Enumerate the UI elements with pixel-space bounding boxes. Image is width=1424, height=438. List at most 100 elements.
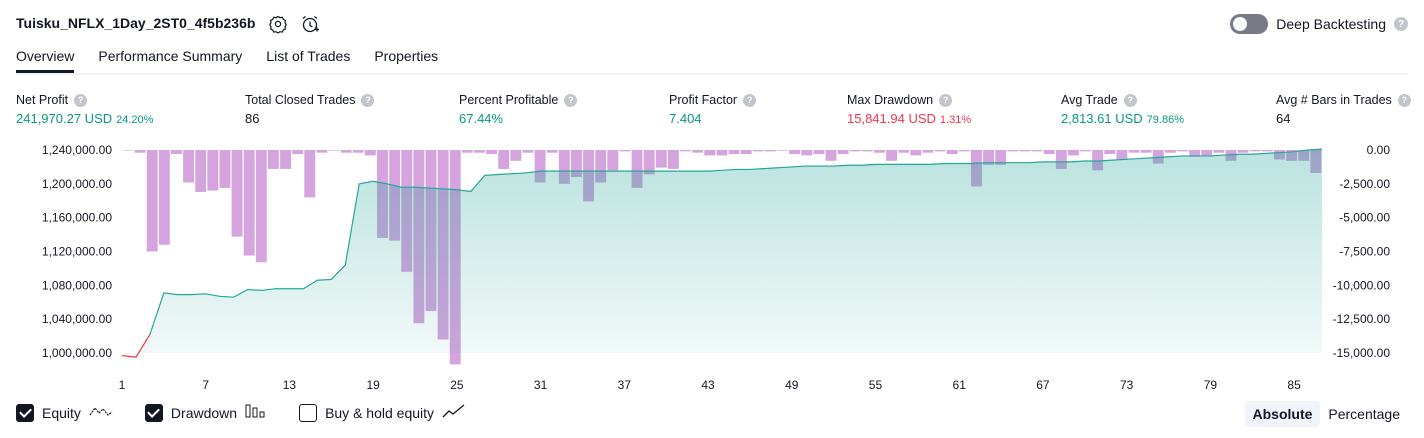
metric-value: 7.404 [669, 111, 702, 126]
question-circle-icon[interactable]: ? [361, 93, 375, 107]
legend-equity[interactable]: Equity [16, 403, 113, 422]
tab-properties[interactable]: Properties [374, 48, 439, 64]
drawdown-bar [195, 150, 207, 192]
metric-label: Total Closed Trades [245, 93, 356, 107]
x-tick-label: 67 [1036, 378, 1050, 392]
question-circle-icon[interactable]: ? [74, 93, 88, 107]
x-tick-label: 7 [202, 378, 209, 392]
y-right-tick-label: -7,500.00 [1339, 245, 1390, 259]
drawdown-bar [728, 150, 740, 155]
y-left-tick-label: 1,160,000.00 [42, 211, 112, 225]
deep-backtesting-toggle[interactable] [1230, 14, 1269, 34]
drawdown-bar [231, 150, 243, 237]
drawdown-bar [352, 150, 364, 153]
drawdown-bar [183, 150, 195, 183]
drawdown-bar [910, 150, 922, 156]
display-mode-switch: Absolute Percentage [1244, 401, 1409, 427]
y-left-tick-label: 1,200,000.00 [42, 177, 112, 191]
buy-hold-line-icon [442, 403, 466, 422]
left-axis: 1,240,000.00 1,200,000.00 1,160,000.00 1,12… [42, 143, 112, 360]
drawdown-bar [1055, 150, 1067, 169]
legend-label: Equity [42, 404, 81, 421]
x-tick-label: 55 [869, 378, 883, 392]
y-right-tick-label: -5,000.00 [1339, 211, 1390, 225]
drawdown-bar [1140, 150, 1152, 153]
alarm-clock-icon[interactable] [300, 14, 320, 34]
gear-icon[interactable] [268, 14, 288, 34]
drawdown-bar [207, 150, 219, 191]
metric-avg-bars-in-trades: Avg # Bars in Trades? 64 [1276, 93, 1411, 126]
drawdown-bar [1031, 150, 1043, 152]
drawdown-bar [474, 150, 485, 153]
x-tick-label: 85 [1287, 378, 1301, 392]
drawdown-bar [619, 150, 631, 152]
drawdown-bar [158, 150, 170, 245]
drawdown-bar [364, 150, 376, 156]
metric-value: 86 [245, 111, 260, 126]
drawdown-bar [558, 150, 570, 184]
metric-percent: 1.31% [939, 114, 972, 126]
legend-drawdown[interactable]: Drawdown [144, 403, 267, 422]
drawdown-bars-icon [245, 403, 267, 422]
drawdown-bar [801, 150, 813, 156]
mode-percentage-button[interactable]: Percentage [1328, 406, 1400, 422]
buy-hold-checkbox[interactable] [299, 403, 318, 422]
metric-percent: 79.86% [1146, 114, 1184, 126]
metric-label: Net Profit [16, 93, 69, 107]
drawdown-bar [764, 150, 776, 152]
x-tick-label: 43 [701, 378, 715, 392]
mode-absolute-button[interactable]: Absolute [1244, 401, 1321, 427]
tab-overview[interactable]: Overview [16, 48, 75, 73]
drawdown-bar [280, 150, 291, 169]
metric-label: Max Drawdown [847, 93, 934, 107]
drawdown-bar [1043, 150, 1055, 155]
equity-checkbox[interactable] [16, 403, 34, 422]
tab-list-of-trades[interactable]: List of Trades [266, 48, 351, 64]
drawdown-bar [1067, 150, 1079, 156]
tab-performance-summary[interactable]: Performance Summary [98, 48, 243, 64]
question-circle-icon[interactable]: ? [1123, 93, 1137, 107]
drawdown-bar [304, 150, 316, 198]
drawdown-bar [1116, 150, 1128, 160]
question-circle-icon[interactable]: ? [1394, 17, 1408, 31]
legend-label: Drawdown [170, 404, 238, 421]
deep-backtesting-label: Deep Backtesting [1276, 16, 1386, 32]
question-circle-icon[interactable]: ? [564, 93, 578, 107]
drawdown-bar [716, 150, 728, 156]
drawdown-bar [461, 150, 473, 153]
x-tick-label: 13 [283, 378, 297, 392]
x-tick-label: 25 [450, 378, 464, 392]
question-circle-icon[interactable]: ? [939, 93, 953, 107]
drawdown-bar [607, 150, 619, 171]
drawdown-bar [1007, 150, 1019, 152]
drawdown-bar [1019, 150, 1031, 152]
legend-buy-hold[interactable]: Buy & hold equity [299, 403, 466, 422]
drawdown-bar [849, 150, 861, 152]
drawdown-checkbox[interactable] [144, 403, 163, 422]
question-circle-icon[interactable]: ? [1397, 93, 1411, 107]
drawdown-bar [328, 150, 340, 151]
x-tick-label: 1 [119, 378, 126, 392]
y-right-tick-label: -15,000.00 [1333, 346, 1391, 360]
drawdown-bar [243, 150, 255, 256]
equity-drawdown-chart[interactable]: 1,240,000.00 1,200,000.00 1,160,000.00 1,12… [0, 140, 1424, 398]
drawdown-bar [255, 150, 267, 263]
drawdown-bar [1261, 150, 1273, 152]
drawdown-bar [655, 150, 667, 168]
drawdown-bar [1080, 150, 1091, 152]
question-circle-icon[interactable]: ? [743, 93, 757, 107]
equity-area-fill [122, 149, 1322, 358]
drawdown-bar [874, 150, 885, 153]
drawdown-bar [534, 150, 546, 183]
drawdown-bar [170, 150, 182, 155]
drawdown-bar [740, 150, 752, 155]
equity-line-negative [121, 334, 151, 358]
drawdown-bar [122, 150, 134, 151]
drawdown-bar [995, 150, 1007, 165]
y-right-tick-label: -12,500.00 [1333, 312, 1391, 326]
drawdown-bar [958, 150, 970, 152]
drawdown-bar [692, 150, 704, 153]
toggle-knob [1233, 17, 1248, 31]
legend-label: Buy & hold equity [325, 404, 435, 421]
drawdown-bar [486, 150, 498, 155]
